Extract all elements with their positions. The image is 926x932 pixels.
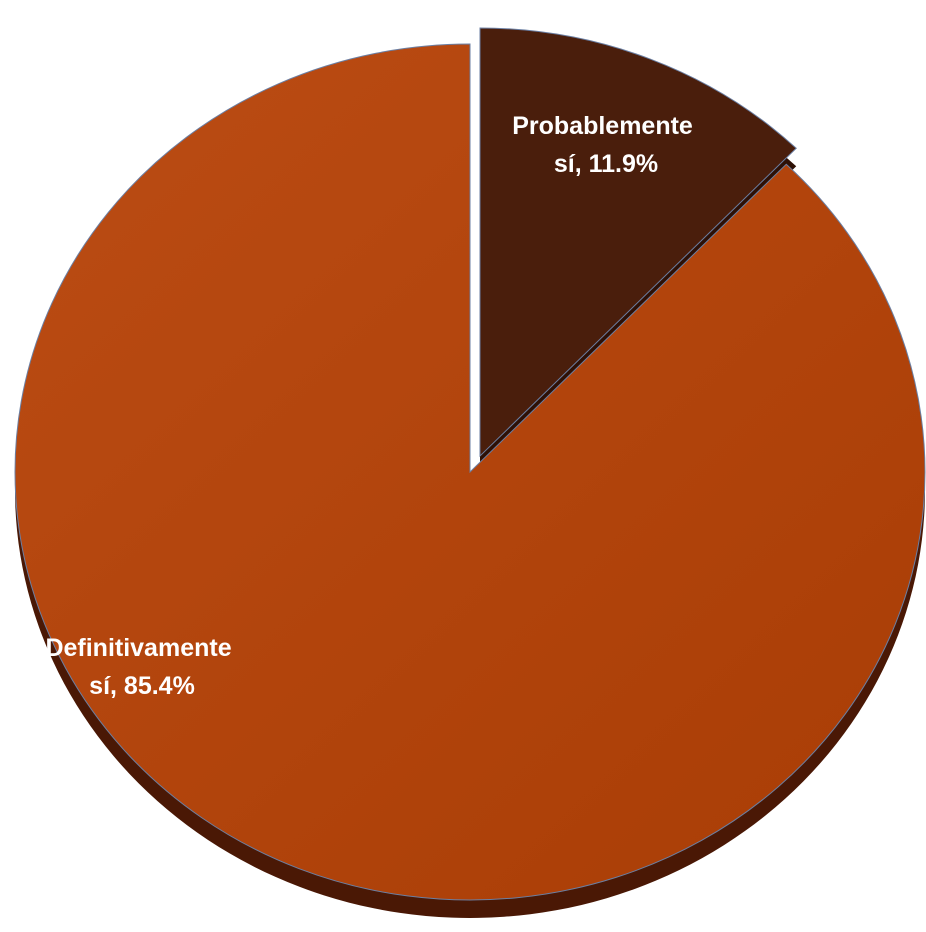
pie-slice-probablemente: [479, 27, 797, 458]
pie-slices: [14, 27, 926, 919]
pie-labels: Probablemente sí, 11.9% Definitivamente …: [45, 112, 700, 700]
slice-label-probablemente: Probablemente sí, 11.9%: [512, 112, 700, 178]
slice-label-definitivamente: Definitivamente sí, 85.4%: [45, 634, 238, 700]
pie-slice-definitivamente: [14, 43, 926, 901]
